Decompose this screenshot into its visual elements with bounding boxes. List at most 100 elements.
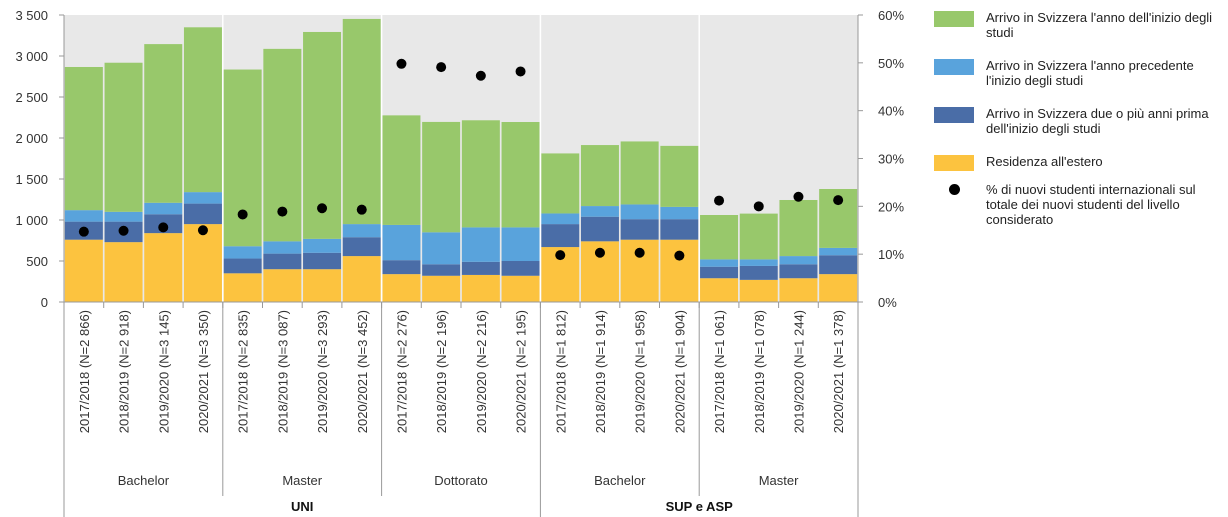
bar-segment-4-11 — [461, 120, 500, 228]
legend-item-arrival-previous-year: Arrivo in Svizzera l'anno precedente l'i… — [934, 58, 1218, 88]
bar-segment-3-14 — [580, 206, 619, 217]
bar-segment-2-18 — [739, 265, 778, 280]
bar-segment-4-4 — [183, 27, 222, 193]
percentage-point-6 — [277, 206, 288, 217]
bar-segment-3-15 — [620, 204, 659, 220]
bar-segment-3-19 — [779, 256, 818, 265]
percentage-point-4 — [197, 225, 208, 236]
bar-segment-1-4 — [183, 224, 222, 302]
x-axis-tick-label: 2018/2019 (N=3 087) — [275, 310, 290, 433]
x-axis-tick-label: 2020/2021 (N=2 195) — [514, 310, 529, 433]
bar-segment-2-19 — [779, 264, 818, 279]
bar-segment-1-12 — [501, 275, 540, 302]
x-axis-tick-label: 2019/2020 (N=1 958) — [633, 310, 648, 433]
bar-segment-4-14 — [580, 145, 619, 207]
x-axis-tick-label: 2017/2018 (N=2 276) — [394, 310, 409, 433]
legend-item-arrival-two-plus-years: Arrivo in Svizzera due o più anni prima … — [934, 106, 1218, 136]
bar-segment-4-12 — [501, 122, 540, 228]
percentage-point-15 — [634, 247, 645, 258]
bar-segment-4-13 — [541, 153, 580, 214]
supergroup-label: SUP e ASP — [666, 499, 734, 514]
bar-segment-1-20 — [819, 274, 858, 302]
bar-segment-2-6 — [263, 253, 302, 270]
right-axis-tick-label: 50% — [878, 56, 904, 71]
bar-segment-4-1 — [64, 66, 103, 211]
bar-segment-3-3 — [144, 202, 183, 215]
bar-segment-3-7 — [303, 238, 342, 253]
bar-segment-3-9 — [382, 224, 421, 261]
bar-segment-1-11 — [461, 274, 500, 302]
percentage-point-5 — [237, 209, 248, 220]
bar-segment-2-7 — [303, 252, 342, 270]
bar-segment-1-6 — [263, 269, 302, 302]
plot-area — [64, 15, 858, 302]
legend-dot-icon — [934, 182, 974, 198]
bar-segment-2-14 — [580, 216, 619, 242]
bar-segment-4-3 — [144, 44, 183, 203]
bar-segment-2-9 — [382, 260, 421, 275]
right-axis-tick-label: 0% — [878, 295, 897, 310]
bar-segment-4-8 — [342, 18, 381, 225]
legend-swatch — [934, 11, 974, 27]
right-axis-tick-label: 10% — [878, 247, 904, 262]
group-label: Master — [759, 473, 799, 488]
bar-segment-3-11 — [461, 227, 500, 262]
x-axis-tick-label: 2019/2020 (N=1 244) — [791, 310, 806, 433]
bar-segment-1-17 — [700, 278, 739, 302]
bar-segment-2-4 — [183, 203, 222, 225]
percentage-point-11 — [475, 70, 486, 81]
x-axis-tick-label: 2019/2020 (N=2 216) — [474, 310, 489, 433]
left-axis-tick-label: 2 500 — [15, 90, 48, 105]
percentage-point-17 — [714, 195, 725, 206]
percentage-point-1 — [78, 226, 89, 237]
bar-segment-3-12 — [501, 227, 540, 261]
bar-segment-1-8 — [342, 256, 381, 302]
bar-segment-3-20 — [819, 247, 858, 256]
group-label: Master — [282, 473, 322, 488]
bar-segment-3-4 — [183, 192, 222, 204]
bar-segment-1-7 — [303, 269, 342, 302]
x-axis-tick-label: 2017/2018 (N=2 835) — [236, 310, 251, 433]
bar-segment-4-10 — [422, 121, 461, 233]
percentage-point-13 — [555, 250, 566, 261]
bar-segment-2-8 — [342, 237, 381, 257]
x-axis-tick-label: 2019/2020 (N=3 145) — [156, 310, 171, 433]
bar-segment-1-19 — [779, 278, 818, 302]
group-label: Bachelor — [118, 473, 170, 488]
bar-segment-1-3 — [144, 233, 183, 302]
bar-segment-2-13 — [541, 224, 580, 248]
group-label: Bachelor — [594, 473, 646, 488]
legend-swatch — [934, 107, 974, 123]
percentage-point-19 — [793, 191, 804, 202]
percentage-point-16 — [674, 250, 685, 261]
bar-segment-2-17 — [700, 266, 739, 279]
bar-segment-1-18 — [739, 279, 778, 302]
bar-segment-4-17 — [700, 214, 739, 260]
bar-segment-2-20 — [819, 255, 858, 275]
x-axis-tick-label: 2018/2019 (N=1 078) — [752, 310, 767, 433]
percentage-point-20 — [833, 195, 844, 206]
bar-segment-3-5 — [223, 246, 262, 259]
x-axis-tick-label: 2017/2018 (N=1 061) — [712, 310, 727, 433]
x-axis-tick-label: 2020/2021 (N=3 350) — [196, 310, 211, 433]
bar-segment-4-5 — [223, 69, 262, 247]
legend-label: Arrivo in Svizzera l'anno dell'inizio de… — [986, 10, 1213, 40]
bar-segment-1-2 — [104, 242, 143, 302]
bar-segment-2-11 — [461, 261, 500, 275]
legend-swatch — [934, 59, 974, 75]
bar-segment-2-16 — [660, 219, 699, 240]
left-axis-tick-label: 500 — [26, 254, 48, 269]
x-axis-tick-label: 2019/2020 (N=3 293) — [315, 310, 330, 433]
bar-segment-3-18 — [739, 259, 778, 266]
percentage-point-18 — [753, 201, 764, 212]
x-axis-tick-label: 2018/2019 (N=2 196) — [434, 310, 449, 433]
bar-segment-1-1 — [64, 239, 103, 302]
legend-label: Residenza all'estero — [986, 154, 1103, 169]
bar-segment-2-15 — [620, 219, 659, 240]
left-axis-tick-label: 0 — [41, 295, 48, 310]
bar-segment-3-16 — [660, 206, 699, 220]
bar-segment-3-2 — [104, 211, 143, 222]
right-axis-tick-label: 20% — [878, 199, 904, 214]
bar-segment-1-10 — [422, 275, 461, 302]
x-axis-tick-label: 2020/2021 (N=1 904) — [672, 310, 687, 433]
